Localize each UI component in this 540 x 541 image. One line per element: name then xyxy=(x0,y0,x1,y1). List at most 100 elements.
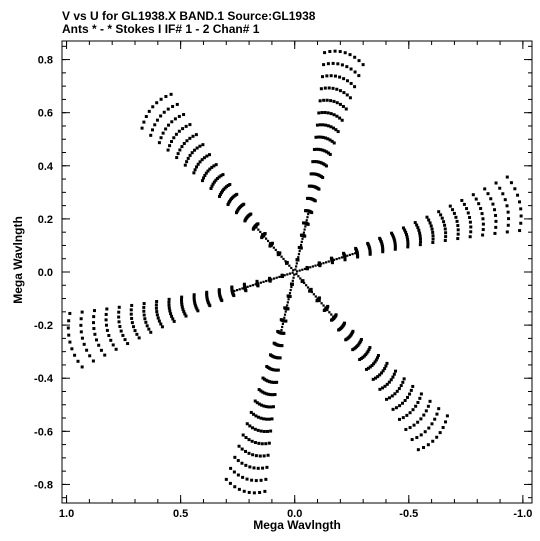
uv-point xyxy=(168,309,172,313)
uv-point xyxy=(126,342,130,346)
uv-point xyxy=(118,325,122,329)
uv-point xyxy=(233,485,237,489)
uv-point-inner xyxy=(298,269,301,272)
uv-point xyxy=(323,149,327,153)
uv-point xyxy=(265,364,269,368)
uv-point xyxy=(366,366,370,370)
uv-point-inner xyxy=(259,281,262,284)
uv-point xyxy=(150,128,154,132)
uv-point xyxy=(380,244,384,248)
x-tick-label: 0.5 xyxy=(173,508,188,520)
uv-point-inner xyxy=(317,263,320,266)
uv-point-inner xyxy=(290,266,293,270)
uv-point xyxy=(104,323,108,327)
uv-point xyxy=(403,399,407,403)
uv-point xyxy=(121,333,125,337)
uv-point xyxy=(359,357,363,361)
uv-point xyxy=(167,300,171,304)
uv-point xyxy=(264,442,268,446)
uv-point xyxy=(328,49,332,53)
uv-point-inner xyxy=(251,284,255,287)
uv-point xyxy=(105,307,109,311)
uv-point xyxy=(372,362,376,366)
uv-point xyxy=(493,208,497,212)
uv-point xyxy=(429,224,433,228)
uv-point-inner xyxy=(278,253,281,256)
uv-point xyxy=(424,409,428,413)
uv-point xyxy=(327,151,331,155)
uv-point xyxy=(180,145,184,149)
uv-point xyxy=(398,404,402,408)
uv-point xyxy=(323,86,327,90)
uv-point-inner xyxy=(316,297,319,300)
uv-point-inner xyxy=(278,275,281,279)
uv-point xyxy=(184,314,188,318)
uv-point xyxy=(506,223,510,227)
uv-point xyxy=(200,179,204,183)
uv-point xyxy=(104,318,108,322)
uv-point-inner xyxy=(283,316,286,319)
uv-point-inner xyxy=(305,219,308,222)
uv-point xyxy=(286,294,290,298)
uv-point xyxy=(212,180,216,184)
uv-point xyxy=(335,87,339,91)
uv-point-inner xyxy=(291,271,294,274)
uv-point xyxy=(321,123,325,127)
uv-point xyxy=(180,303,184,307)
uv-point xyxy=(185,160,189,164)
uv-point xyxy=(155,101,159,105)
uv-point xyxy=(419,417,423,421)
uv-point xyxy=(328,152,332,156)
uv-point xyxy=(167,306,171,310)
uv-point-inner xyxy=(330,313,333,316)
uv-point xyxy=(348,96,352,100)
uv-point-inner xyxy=(318,299,321,303)
uv-point-inner xyxy=(257,282,260,285)
uv-point xyxy=(265,429,269,433)
uv-point-inner xyxy=(338,257,341,260)
uv-point-inner xyxy=(288,295,291,298)
uv-point xyxy=(353,70,357,74)
uv-point xyxy=(170,140,174,144)
uv-point xyxy=(154,306,158,310)
uv-point xyxy=(170,314,174,318)
uv-point xyxy=(368,252,372,256)
uv-point-inner xyxy=(297,253,301,256)
uv-point xyxy=(192,297,196,301)
x-tick-label: -0.5 xyxy=(399,508,418,520)
uv-point xyxy=(344,107,348,111)
uv-point xyxy=(348,53,352,57)
uv-point xyxy=(455,219,459,223)
uv-point-inner xyxy=(322,304,325,307)
uv-point xyxy=(109,338,113,342)
uv-point xyxy=(154,303,158,307)
uv-point xyxy=(357,74,361,78)
uv-point xyxy=(263,232,267,236)
uv-point xyxy=(388,396,392,400)
uv-point xyxy=(192,171,196,175)
uv-point xyxy=(480,212,484,216)
uv-point xyxy=(162,110,166,114)
uv-point xyxy=(92,309,96,313)
uv-point xyxy=(416,448,420,452)
uv-point-inner xyxy=(283,274,286,277)
uv-point xyxy=(498,186,502,190)
uv-point xyxy=(468,220,472,224)
y-tick-label: -0.6 xyxy=(34,426,53,438)
uv-point xyxy=(177,114,181,118)
uv-point xyxy=(214,163,218,167)
uv-point xyxy=(381,369,385,373)
uv-point xyxy=(180,305,184,309)
uv-point xyxy=(379,239,383,243)
uv-point xyxy=(155,299,159,303)
uv-point xyxy=(391,233,395,237)
uv-point xyxy=(338,116,342,120)
uv-point xyxy=(264,405,268,409)
uv-point xyxy=(85,348,89,352)
y-tick-label: 0.6 xyxy=(38,108,53,120)
chart-title-line1: V vs U for GL1938.X BAND.1 Source:GL1938 xyxy=(62,9,316,23)
uv-point xyxy=(353,55,357,59)
uv-point xyxy=(232,470,236,474)
uv-point xyxy=(217,175,221,179)
uv-point xyxy=(79,317,83,321)
